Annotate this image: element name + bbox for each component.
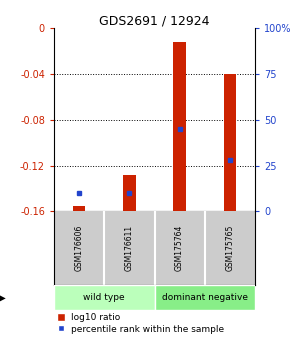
Text: GSM175764: GSM175764 bbox=[175, 225, 184, 271]
Text: GSM175765: GSM175765 bbox=[225, 225, 234, 271]
Bar bbox=[173, 42, 186, 211]
Text: GSM176611: GSM176611 bbox=[125, 225, 134, 271]
Bar bbox=[224, 74, 236, 211]
Legend: log10 ratio, percentile rank within the sample: log10 ratio, percentile rank within the … bbox=[58, 313, 224, 334]
Text: wild type: wild type bbox=[83, 293, 125, 302]
Bar bbox=[123, 175, 136, 211]
Title: GDS2691 / 12924: GDS2691 / 12924 bbox=[99, 14, 210, 27]
Text: dominant negative: dominant negative bbox=[162, 293, 248, 302]
Bar bbox=[54, 285, 154, 310]
Bar bbox=[73, 206, 85, 211]
Text: GSM176606: GSM176606 bbox=[75, 225, 84, 271]
Bar bbox=[154, 285, 255, 310]
Text: strain  ▶: strain ▶ bbox=[0, 292, 5, 302]
